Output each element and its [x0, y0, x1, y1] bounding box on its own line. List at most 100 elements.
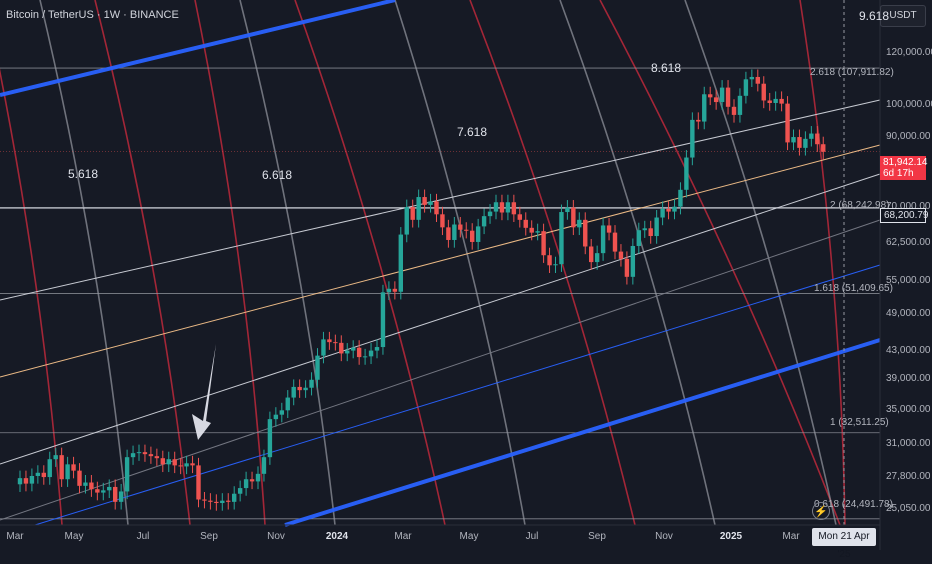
- candle-body: [505, 202, 511, 213]
- candle-body: [773, 98, 778, 103]
- candle-body: [755, 76, 760, 84]
- price-tick: 70,000.00: [886, 201, 931, 212]
- candle-body: [356, 347, 362, 358]
- fib-label-1618: 1.618 (51,409.65): [814, 283, 893, 294]
- price-tick: 27,800.00: [886, 471, 931, 482]
- candle-body: [339, 342, 344, 354]
- time-tick: Sep: [588, 531, 606, 542]
- time-tick: 2024: [325, 531, 349, 542]
- candle-body: [731, 106, 737, 115]
- candle-body: [380, 292, 386, 348]
- candle-body: [708, 94, 713, 98]
- candle-body: [618, 251, 624, 259]
- cycle-curve: [239, 0, 336, 526]
- candle-body: [565, 207, 570, 213]
- candle-body: [190, 463, 195, 466]
- candle-body: [178, 465, 183, 467]
- cycle-curve: [684, 0, 837, 526]
- candle-body: [404, 207, 409, 235]
- candle-body: [398, 234, 403, 292]
- candle-body: [35, 472, 41, 476]
- cycle-label-6618: 6.618: [262, 168, 293, 182]
- candle-body: [529, 227, 534, 233]
- candle-body: [583, 219, 588, 247]
- candle-body: [124, 457, 130, 492]
- lightning-icon[interactable]: ⚡: [812, 502, 830, 520]
- candle-body: [713, 97, 719, 103]
- symbol-title[interactable]: Bitcoin / TetherUS · 1W · BINANCE: [6, 9, 179, 21]
- price-tick: 35,000.00: [886, 404, 931, 415]
- price-tick: 43,000.00: [886, 345, 931, 356]
- candle-body: [172, 459, 177, 466]
- candle-body: [761, 83, 766, 101]
- candle-body: [458, 224, 463, 230]
- candle-body: [184, 463, 189, 467]
- bar-countdown: 6d 17h: [883, 168, 914, 179]
- candle-body: [487, 211, 493, 217]
- candle-body: [154, 456, 160, 459]
- currency-button[interactable]: USDT: [880, 5, 926, 27]
- candle-body: [678, 189, 683, 207]
- candle-body: [89, 482, 94, 490]
- channel-line: [0, 0, 396, 97]
- cycle-curve: [559, 0, 716, 526]
- time-tick: Jul: [525, 531, 539, 542]
- candle-body: [815, 133, 820, 145]
- time-tick: Sep: [200, 531, 218, 542]
- candle-body: [749, 76, 755, 80]
- price-chart[interactable]: [0, 0, 932, 550]
- candle-body: [202, 499, 207, 501]
- channel-line: [34, 264, 881, 526]
- candle-body: [803, 138, 808, 148]
- candle-body: [83, 482, 88, 486]
- candle-body: [226, 500, 231, 502]
- candle-body: [237, 488, 243, 494]
- candle-body: [719, 87, 725, 103]
- cycle-label-7618: 7.618: [457, 125, 488, 139]
- fib-label-2: 2 (68,242.98): [830, 200, 890, 211]
- candle-body: [624, 258, 630, 277]
- candle-body: [481, 216, 487, 227]
- candle-body: [523, 219, 528, 228]
- candle-body: [672, 206, 677, 212]
- candle-body: [452, 224, 457, 240]
- last-price-badge: 81,942.14 6d 17h: [880, 156, 928, 180]
- candle-body: [654, 217, 659, 237]
- price-tick: 90,000.00: [886, 131, 931, 142]
- candle-body: [297, 386, 302, 391]
- cycle-curve: [39, 0, 129, 526]
- candle-body: [273, 414, 279, 420]
- candle-body: [493, 202, 499, 212]
- candle-body: [315, 355, 320, 380]
- channel-line: [0, 144, 881, 378]
- cycle-label-9618: 9.618: [859, 9, 890, 23]
- candle-body: [612, 232, 618, 252]
- candle-body: [374, 347, 380, 351]
- candle-body: [148, 454, 154, 457]
- candle-body: [499, 202, 505, 213]
- cycle-curve: [799, 0, 846, 526]
- candle-body: [345, 350, 350, 354]
- candle-body: [59, 455, 64, 480]
- regression-channel: [0, 0, 881, 527]
- time-tick: Mar: [6, 531, 24, 542]
- candle-body: [243, 479, 249, 489]
- candle-body: [309, 379, 314, 388]
- fib-label-1: 1 (32,511.25): [830, 417, 889, 428]
- candle-body: [464, 229, 469, 231]
- candle-body: [666, 208, 671, 212]
- candle-body: [577, 219, 582, 228]
- time-tick: 2025: [719, 531, 743, 542]
- candle-body: [261, 457, 267, 474]
- price-tick: 39,000.00: [886, 373, 931, 384]
- time-tick: Jul: [136, 531, 150, 542]
- candle-body: [553, 264, 558, 266]
- candle-body: [821, 144, 826, 152]
- cycle-curve: [94, 0, 191, 526]
- candle-body: [130, 453, 136, 458]
- candle-body: [142, 452, 148, 455]
- candle-body: [255, 473, 261, 482]
- cycle-curve: [194, 0, 266, 526]
- candle-body: [160, 458, 165, 465]
